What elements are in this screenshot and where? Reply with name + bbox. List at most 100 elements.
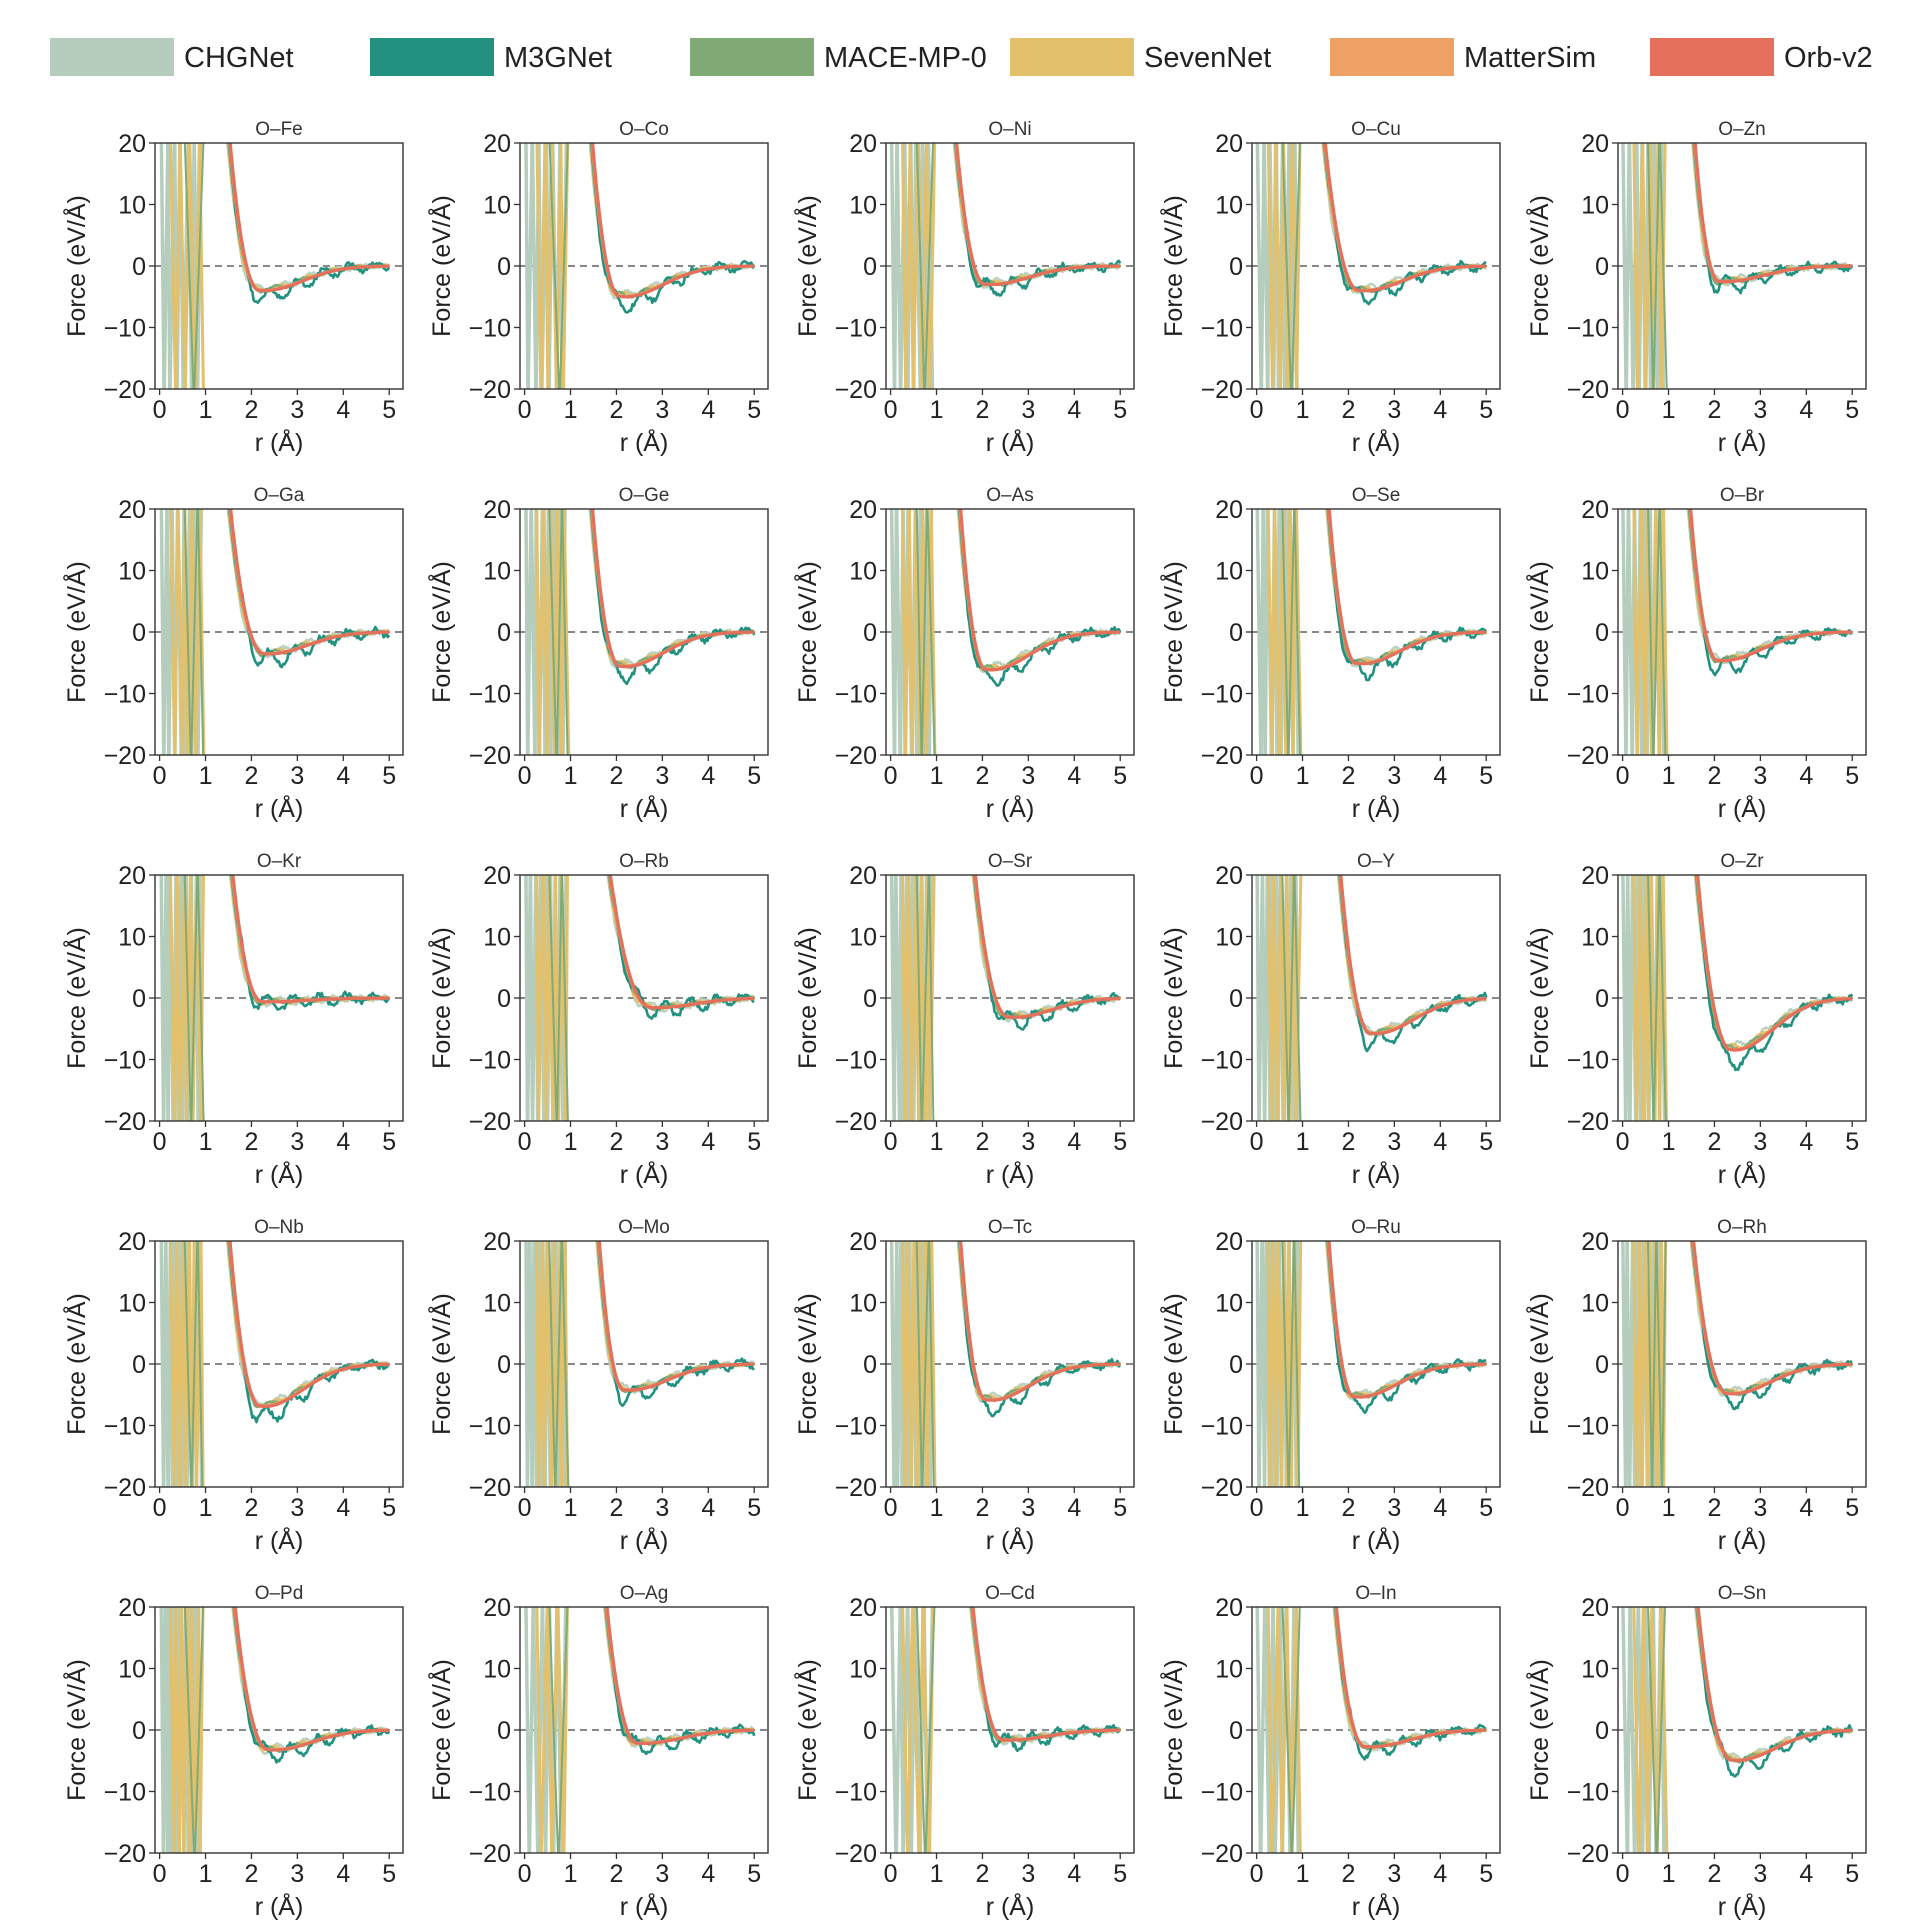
y-tick-label: −20 — [1201, 742, 1243, 770]
x-tick-label: 5 — [1479, 1128, 1493, 1156]
series-orb-v2-line — [1327, 509, 1487, 666]
x-tick-label: 3 — [655, 762, 669, 790]
x-tick-label: 3 — [1021, 396, 1035, 424]
x-tick-label: 0 — [1250, 1494, 1264, 1522]
y-tick-label: 0 — [863, 1351, 877, 1379]
series-mace-mp-0-line — [1692, 143, 1853, 286]
y-tick-label: 10 — [849, 924, 877, 952]
y-tick-label: −10 — [104, 1413, 146, 1441]
axes-frame — [1251, 1606, 1501, 1854]
y-tick-label: −20 — [1201, 1474, 1243, 1502]
series-orb-v2-line — [591, 509, 755, 669]
y-tick-label: 0 — [497, 619, 511, 647]
x-tick-label: 4 — [1433, 1128, 1447, 1156]
y-tick-label: 20 — [1581, 496, 1609, 524]
x-tick-label: 0 — [884, 396, 898, 424]
series-mace-mp-0-oscillation — [548, 875, 569, 1121]
x-tick-label: 3 — [1387, 396, 1401, 424]
panel-title: O–Pd — [255, 1583, 304, 1604]
x-tick-label: 1 — [199, 1494, 213, 1522]
x-tick-label: 2 — [1707, 1128, 1721, 1156]
x-tick-label: 1 — [930, 1860, 944, 1888]
x-tick-label: 4 — [336, 762, 350, 790]
y-tick-label: −20 — [1567, 1474, 1609, 1502]
axes-frame — [1617, 874, 1867, 1122]
x-tick-label: 1 — [564, 1128, 578, 1156]
x-tick-label: 5 — [382, 1128, 396, 1156]
legend-swatch — [1010, 38, 1134, 76]
plot-area — [155, 1241, 403, 1487]
series-orb-v2-line — [591, 143, 755, 299]
series-orb-v2-line — [597, 1241, 755, 1392]
series-sevennet-line — [589, 143, 755, 298]
legend-label: M3GNet — [504, 42, 612, 74]
y-tick-label: 0 — [132, 619, 146, 647]
x-tick-label: 2 — [244, 1860, 258, 1888]
y-tick-label: −20 — [835, 1474, 877, 1502]
panel-title: O–Ni — [988, 119, 1031, 140]
y-tick-label: 0 — [132, 1351, 146, 1379]
y-axis-label: Force (eV/Å) — [1524, 1659, 1554, 1801]
y-tick-label: 10 — [1581, 1290, 1609, 1318]
x-tick-label: 5 — [747, 1494, 761, 1522]
plot-area — [886, 875, 1134, 1121]
y-tick-label: 10 — [849, 192, 877, 220]
series-mace-mp-0-oscillation — [915, 509, 936, 755]
x-tick-label: 1 — [199, 396, 213, 424]
y-tick-label: 0 — [497, 253, 511, 281]
y-tick-label: 10 — [1581, 924, 1609, 952]
x-tick-label: 3 — [655, 396, 669, 424]
plot-area — [886, 1607, 1134, 1853]
series-orb-v2-line — [608, 875, 755, 1010]
series-sevennet-oscillation — [169, 143, 205, 389]
plot-area — [886, 509, 1134, 755]
x-tick-label: 4 — [1433, 396, 1447, 424]
x-tick-label: 3 — [1753, 1128, 1767, 1156]
x-tick-label: 3 — [655, 1860, 669, 1888]
y-tick-label: 10 — [849, 558, 877, 586]
panel-title: O–Fe — [255, 119, 303, 140]
axes-frame — [1251, 874, 1501, 1122]
x-tick-label: 2 — [609, 1860, 623, 1888]
x-tick-label: 1 — [564, 762, 578, 790]
panel-title: O–Ag — [620, 1583, 669, 1604]
series-orb-v2-line — [1339, 875, 1487, 1036]
x-tick-label: 3 — [1387, 1860, 1401, 1888]
y-tick-label: 10 — [849, 1656, 877, 1684]
series-orb-v2-line — [1696, 1607, 1853, 1762]
x-tick-label: 0 — [884, 762, 898, 790]
x-axis-label: r (Å) — [1352, 427, 1401, 457]
panel-title: O–Br — [1720, 485, 1765, 506]
axes-frame — [1251, 508, 1501, 756]
y-axis-label: Force (eV/Å) — [61, 1659, 91, 1801]
x-tick-label: 0 — [518, 1128, 532, 1156]
x-tick-label: 1 — [1662, 1494, 1676, 1522]
x-axis-label: r (Å) — [255, 1891, 304, 1920]
x-tick-label: 0 — [1250, 1860, 1264, 1888]
y-tick-label: 0 — [132, 985, 146, 1013]
y-tick-label: 10 — [849, 1290, 877, 1318]
series-orb-v2-line — [1334, 1607, 1487, 1749]
x-tick-label: 1 — [1662, 762, 1676, 790]
panel-title: O–Zn — [1718, 119, 1766, 140]
x-tick-label: 3 — [1021, 1860, 1035, 1888]
legend-swatch — [690, 38, 814, 76]
series-sevennet-oscillation — [1632, 875, 1668, 1121]
x-tick-label: 4 — [1433, 762, 1447, 790]
axes-frame — [519, 1606, 769, 1854]
y-tick-label: −20 — [104, 742, 146, 770]
x-tick-label: 2 — [244, 1128, 258, 1156]
y-tick-label: 20 — [118, 496, 146, 524]
y-tick-label: −10 — [835, 315, 877, 343]
plot-area — [155, 509, 403, 755]
axes-frame — [1251, 142, 1501, 390]
x-tick-label: 5 — [1113, 396, 1127, 424]
x-tick-label: 0 — [1616, 396, 1630, 424]
x-tick-label: 1 — [930, 762, 944, 790]
y-tick-label: −10 — [469, 315, 511, 343]
y-tick-label: 20 — [483, 1594, 511, 1622]
